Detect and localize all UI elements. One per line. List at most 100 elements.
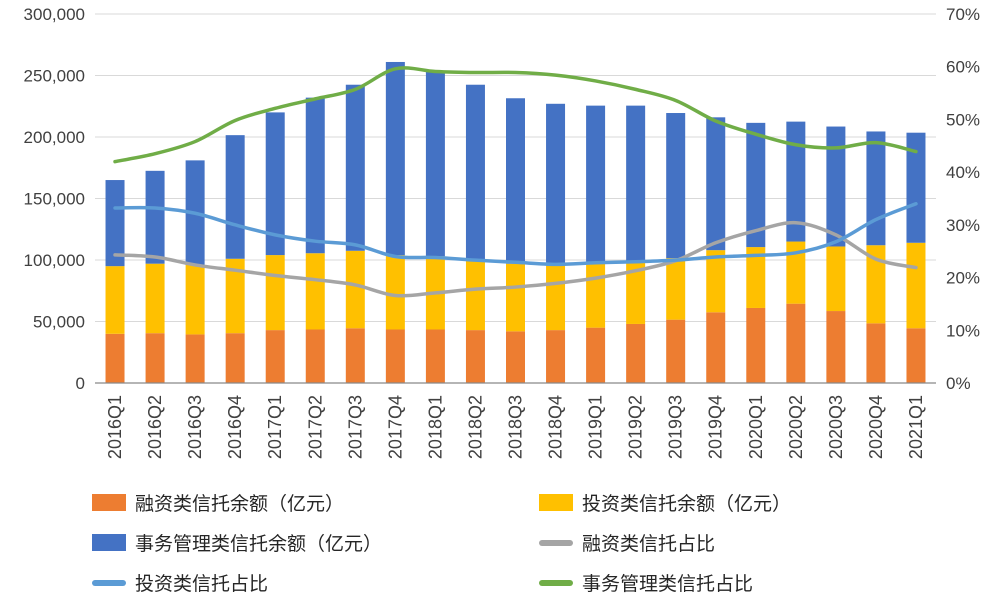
x-axis-label: 2020Q1 xyxy=(746,395,766,459)
bar-segment-investment-balance xyxy=(586,263,606,328)
bar-segment-management-balance xyxy=(425,71,445,257)
legend-bar-swatch-icon xyxy=(92,534,126,551)
legend-label: 融资类信托余额（亿元） xyxy=(135,494,345,515)
bar-segment-management-balance xyxy=(506,98,525,264)
bar-segment-investment-balance xyxy=(465,260,485,331)
y-axis-right-label: 30% xyxy=(946,216,980,235)
chart-canvas: 0 50,000 100,000 150,000 200,000 250,000 300,0… xyxy=(24,5,980,459)
bar-series-financing-balance xyxy=(105,303,926,383)
bar-segment-management-balance xyxy=(586,105,606,264)
bar-segment-management-balance xyxy=(265,112,285,256)
legend-line-swatch-icon xyxy=(539,579,573,586)
bar-segment-investment-balance xyxy=(305,253,325,330)
bar-segment-financing-balance xyxy=(385,329,405,383)
legend-item-investment-balance: 投资类信托余额（亿元） xyxy=(539,489,1000,516)
bar-segment-investment-balance xyxy=(666,258,686,320)
legend-label: 融资类信托占比 xyxy=(582,534,716,555)
y-axis-left-label: 0 xyxy=(76,374,85,393)
y-axis-left: 0 50,000 100,000 150,000 200,000 250,000 300,0… xyxy=(24,5,85,393)
x-axis-label: 2017Q2 xyxy=(305,395,325,459)
bar-segment-financing-balance xyxy=(666,319,686,383)
bar-segment-financing-balance xyxy=(305,329,325,383)
bar-segment-management-balance xyxy=(786,121,806,242)
x-axis-label: 2017Q4 xyxy=(385,395,405,459)
bar-segment-financing-balance xyxy=(265,330,285,383)
bar-segment-management-balance xyxy=(465,84,485,260)
x-axis-label: 2019Q2 xyxy=(626,395,646,459)
bar-series-management-balance xyxy=(105,61,926,267)
legend-label: 投资类信托余额（亿元） xyxy=(582,494,792,515)
x-axis-label: 2020Q3 xyxy=(826,395,846,459)
bar-segment-management-balance xyxy=(385,61,405,256)
bar-segment-investment-balance xyxy=(826,246,846,312)
bar-segment-management-balance xyxy=(706,117,726,251)
x-axis-label: 2020Q2 xyxy=(786,395,806,459)
y-axis-right-label: 40% xyxy=(946,163,980,182)
y-axis-left-label: 200,000 xyxy=(24,128,85,147)
x-axis-label: 2017Q3 xyxy=(345,395,365,459)
legend-item-investment-ratio: 投资类信托占比 xyxy=(92,569,539,596)
x-axis-label: 2018Q1 xyxy=(425,395,445,459)
bar-segment-financing-balance xyxy=(546,330,566,383)
bar-segment-financing-balance xyxy=(626,323,646,383)
legend-item-management-balance: 事务管理类信托余额（亿元） xyxy=(92,529,539,556)
bar-segment-financing-balance xyxy=(105,333,125,383)
bar-segment-investment-balance xyxy=(385,255,405,330)
x-axis-label: 2021Q1 xyxy=(906,395,926,459)
y-axis-right-label: 50% xyxy=(946,110,980,129)
bar-segment-investment-balance xyxy=(746,247,766,308)
x-axis-label: 2020Q4 xyxy=(866,395,886,459)
y-axis-right: 0% 10% 20% 30% 40% 50% 60% 70% xyxy=(946,5,980,393)
x-axis-label: 2018Q2 xyxy=(465,395,485,459)
x-axis-label: 2016Q3 xyxy=(185,395,205,459)
bar-segment-management-balance xyxy=(145,170,165,264)
x-axis-label: 2018Q3 xyxy=(506,395,526,459)
bar-segment-management-balance xyxy=(105,180,125,267)
bar-segment-financing-balance xyxy=(185,334,205,383)
y-axis-right-label: 10% xyxy=(946,321,980,340)
bar-segment-financing-balance xyxy=(706,312,726,383)
bar-segment-management-balance xyxy=(746,122,766,248)
y-axis-right-label: 0% xyxy=(946,374,971,393)
bar-segment-investment-balance xyxy=(345,250,365,329)
bar-segment-investment-balance xyxy=(105,266,125,334)
x-axis-label: 2016Q1 xyxy=(105,395,125,459)
bar-segment-management-balance xyxy=(546,103,566,266)
legend-label: 投资类信托占比 xyxy=(135,574,269,595)
bar-segment-financing-balance xyxy=(225,333,245,383)
bar-segment-financing-balance xyxy=(906,328,926,383)
bar-segment-financing-balance xyxy=(866,323,886,383)
bar-segment-investment-balance xyxy=(506,263,525,332)
bar-segment-investment-balance xyxy=(185,264,205,335)
bar-segment-financing-balance xyxy=(345,328,365,383)
y-axis-right-label: 70% xyxy=(946,5,980,24)
bar-segment-management-balance xyxy=(866,131,886,246)
x-axis-label: 2018Q4 xyxy=(546,395,566,459)
y-axis-left-label: 150,000 xyxy=(24,190,85,209)
legend-item-financing-balance: 融资类信托余额（亿元） xyxy=(92,489,539,516)
legend-line-swatch-icon xyxy=(92,579,126,586)
y-axis-left-label: 100,000 xyxy=(24,251,85,270)
bar-segment-financing-balance xyxy=(746,307,766,383)
bar-segment-management-balance xyxy=(906,132,926,243)
bar-segment-financing-balance xyxy=(145,333,165,383)
bar-segment-management-balance xyxy=(826,126,846,247)
bar-segment-financing-balance xyxy=(826,311,846,383)
bar-segment-management-balance xyxy=(666,113,686,259)
bar-segment-financing-balance xyxy=(425,329,445,383)
bar-segment-investment-balance xyxy=(265,255,285,331)
bar-segment-investment-balance xyxy=(866,245,886,324)
y-axis-left-label: 300,000 xyxy=(24,5,85,24)
y-axis-right-label: 60% xyxy=(946,58,980,77)
x-axis-label: 2017Q1 xyxy=(265,395,285,459)
bar-segment-investment-balance xyxy=(906,242,926,329)
bar-segment-financing-balance xyxy=(786,303,806,383)
bar-segment-financing-balance xyxy=(506,331,525,383)
bar-series-investment-balance xyxy=(105,241,926,335)
chart-legend: 融资类信托余额（亿元） 投资类信托余额（亿元） 事务管理类信托余额（亿元） 融资类信托… xyxy=(92,489,1000,596)
bar-segment-investment-balance xyxy=(626,261,646,324)
bar-segment-management-balance xyxy=(225,135,245,259)
bar-segment-investment-balance xyxy=(706,250,726,313)
bar-segment-financing-balance xyxy=(465,330,485,383)
line-financing-ratio xyxy=(113,220,918,298)
